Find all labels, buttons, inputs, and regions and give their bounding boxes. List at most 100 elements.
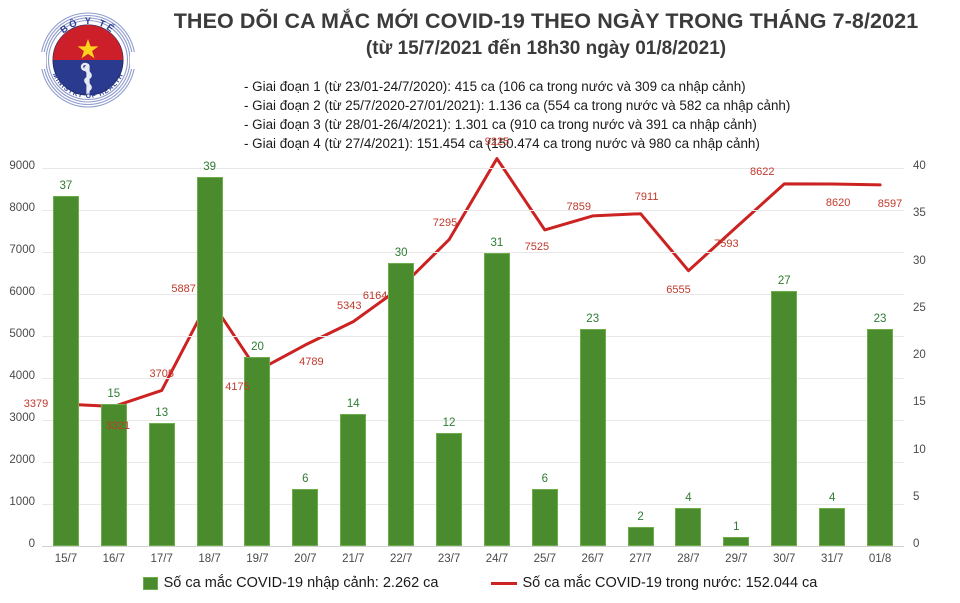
bar-imported-cases[interactable]	[196, 177, 223, 546]
bar-imported-cases[interactable]	[819, 508, 846, 546]
bar-slot: 30 22/7	[377, 168, 425, 565]
bar-value-label: 37	[59, 180, 73, 193]
gridline	[42, 168, 904, 169]
y-axis-right-tick: 30	[913, 254, 926, 267]
page-header: BỘ Y TẾ MINISTRY OF HEALTH THEO DÕI CA M…	[0, 0, 960, 155]
bar-imported-cases[interactable]	[771, 290, 798, 546]
bar-slot: 20 19/7	[234, 168, 282, 565]
bar-imported-cases[interactable]	[483, 253, 510, 546]
chart-area: 0 1000 2000 3000 4000 5000 6000 7000 8000 9000 0 5 1…	[0, 136, 960, 565]
bar-value-label: 39	[203, 161, 216, 174]
bar-slot: 4 28/7	[665, 168, 713, 565]
bar-value-label: 4	[828, 492, 836, 505]
x-axis-tick-label: 28/7	[677, 553, 700, 565]
y-axis-right-tick: 5	[913, 490, 920, 503]
x-axis-tick-label: 25/7	[533, 553, 557, 565]
ministry-of-health-logo: BỘ Y TẾ MINISTRY OF HEALTH	[36, 8, 140, 112]
title-block: THEO DÕI CA MẮC MỚI COVID-19 THEO NGÀY T…	[140, 8, 952, 62]
bar-value-label: 31	[490, 237, 504, 250]
bar-imported-cases[interactable]	[292, 489, 319, 546]
line-value-label: 9225	[484, 135, 510, 148]
line-value-label: 4175	[225, 380, 250, 393]
gridline	[42, 294, 904, 295]
y-axis-left-tick: 0	[28, 538, 35, 550]
x-axis-tick-label: 22/7	[389, 553, 413, 565]
x-axis-tick-label: 21/7	[342, 553, 365, 565]
bar-slot: 6 25/7	[521, 168, 569, 565]
bar-imported-cases[interactable]	[340, 413, 367, 546]
legend-label-domestic: Số ca mắc COVID-19 trong nước: 152.044 c…	[522, 575, 818, 591]
y-axis-left-tick: 6000	[9, 286, 35, 298]
gridline	[42, 420, 904, 421]
gridline	[42, 378, 904, 379]
line-value-label: 7525	[524, 240, 550, 253]
line-value-label: 3705	[149, 368, 174, 381]
bar-imported-cases[interactable]	[723, 536, 750, 546]
x-axis-tick-label: 23/7	[437, 553, 461, 565]
y-axis-left-tick: 4000	[9, 370, 35, 382]
bar-slot: 23 26/7	[569, 168, 617, 565]
gridline	[42, 504, 904, 505]
phase-line-1: - Giai đoạn 1 (từ 23/01-24/7/2020): 415 …	[244, 79, 746, 94]
x-axis-tick-label: 26/7	[581, 553, 604, 565]
bar-value-label: 4	[685, 492, 692, 505]
bar-slot: 2 27/7	[617, 168, 665, 565]
line-value-label: 4789	[299, 355, 324, 368]
plot-area: 0 1000 2000 3000 4000 5000 6000 7000 8000 9000 0 5 1…	[9, 136, 925, 565]
bar-imported-cases[interactable]	[436, 432, 463, 546]
line-value-label: 5887	[171, 282, 196, 295]
bar-slot: 27 30/7	[760, 168, 808, 565]
bar-value-label: 27	[777, 274, 791, 287]
legend-line-swatch-icon	[490, 581, 517, 585]
phase-line-4: - Giai đoạn 4 (từ 27/4/2021): 151.454 ca…	[244, 136, 760, 152]
phase-line-3: - Giai đoạn 3 (từ 28/01-26/4/2021): 1.30…	[244, 117, 757, 133]
bar-imported-cases[interactable]	[867, 328, 894, 546]
chart-legend: Số ca mắc COVID-19 nhập cảnh: 2.262 ca S…	[0, 575, 960, 591]
bar-imported-cases[interactable]	[531, 489, 558, 546]
bar-value-label: 1	[733, 520, 740, 533]
gridline	[42, 462, 904, 463]
y-axis-right-tick: 15	[913, 396, 926, 409]
y-axis-right-tick: 35	[913, 207, 926, 220]
bar-imported-cases[interactable]	[100, 404, 127, 546]
legend-item-imported: Số ca mắc COVID-19 nhập cảnh: 2.262 ca	[142, 575, 439, 591]
line-value-label: 6164	[362, 290, 388, 303]
line-value-label: 3379	[23, 398, 49, 411]
page-subtitle: (từ 15/7/2021 đến 18h30 ngày 01/8/2021)	[365, 38, 727, 60]
line-value-label: 7911	[634, 190, 659, 203]
gridline	[42, 336, 904, 337]
y-axis-right-tick: 40	[913, 160, 926, 172]
line-value-label: 8622	[750, 165, 775, 178]
bar-imported-cases[interactable]	[388, 262, 415, 546]
bar-imported-cases[interactable]	[244, 357, 271, 546]
bar-slot: 15 16/7	[90, 168, 138, 565]
bar-imported-cases[interactable]	[675, 508, 702, 546]
y-axis-left-tick: 1000	[9, 496, 35, 508]
bar-value-label: 6	[302, 473, 309, 486]
bar-value-label: 15	[107, 388, 121, 401]
x-axis-tick-label: 24/7	[485, 553, 509, 565]
bar-slot: 13 17/7	[138, 168, 186, 565]
legend-label-imported: Số ca mắc COVID-19 nhập cảnh: 2.262 ca	[163, 575, 439, 591]
x-axis-tick-label: 16/7	[102, 553, 126, 565]
bar-imported-cases[interactable]	[579, 328, 606, 546]
x-axis-tick-label: 15/7	[54, 553, 78, 565]
bar-value-label: 12	[442, 416, 456, 429]
x-axis-tick-label: 31/7	[820, 553, 844, 565]
bar-imported-cases[interactable]	[52, 196, 79, 546]
bar-value-label: 13	[155, 407, 169, 420]
bar-value-label: 2	[637, 511, 644, 524]
phase-line-2: - Giai đoạn 2 (từ 25/7/2020-27/01/2021):…	[244, 98, 791, 114]
bar-slot: 31 24/7	[473, 168, 521, 565]
line-value-label: 6555	[666, 283, 691, 296]
y-axis-right-tick: 20	[913, 349, 926, 361]
y-axis-left-tick: 5000	[9, 328, 35, 340]
line-value-label: 7593	[714, 238, 739, 251]
bar-imported-cases[interactable]	[627, 527, 654, 546]
bar-imported-cases[interactable]	[148, 423, 175, 546]
y-axis-right-tick: 0	[913, 538, 920, 550]
x-axis-tick-label: 01/8	[868, 553, 892, 565]
x-axis-tick-label: 30/7	[773, 553, 796, 565]
x-axis-tick-label: 20/7	[294, 553, 317, 565]
x-axis-tick-label: 17/7	[150, 553, 173, 565]
